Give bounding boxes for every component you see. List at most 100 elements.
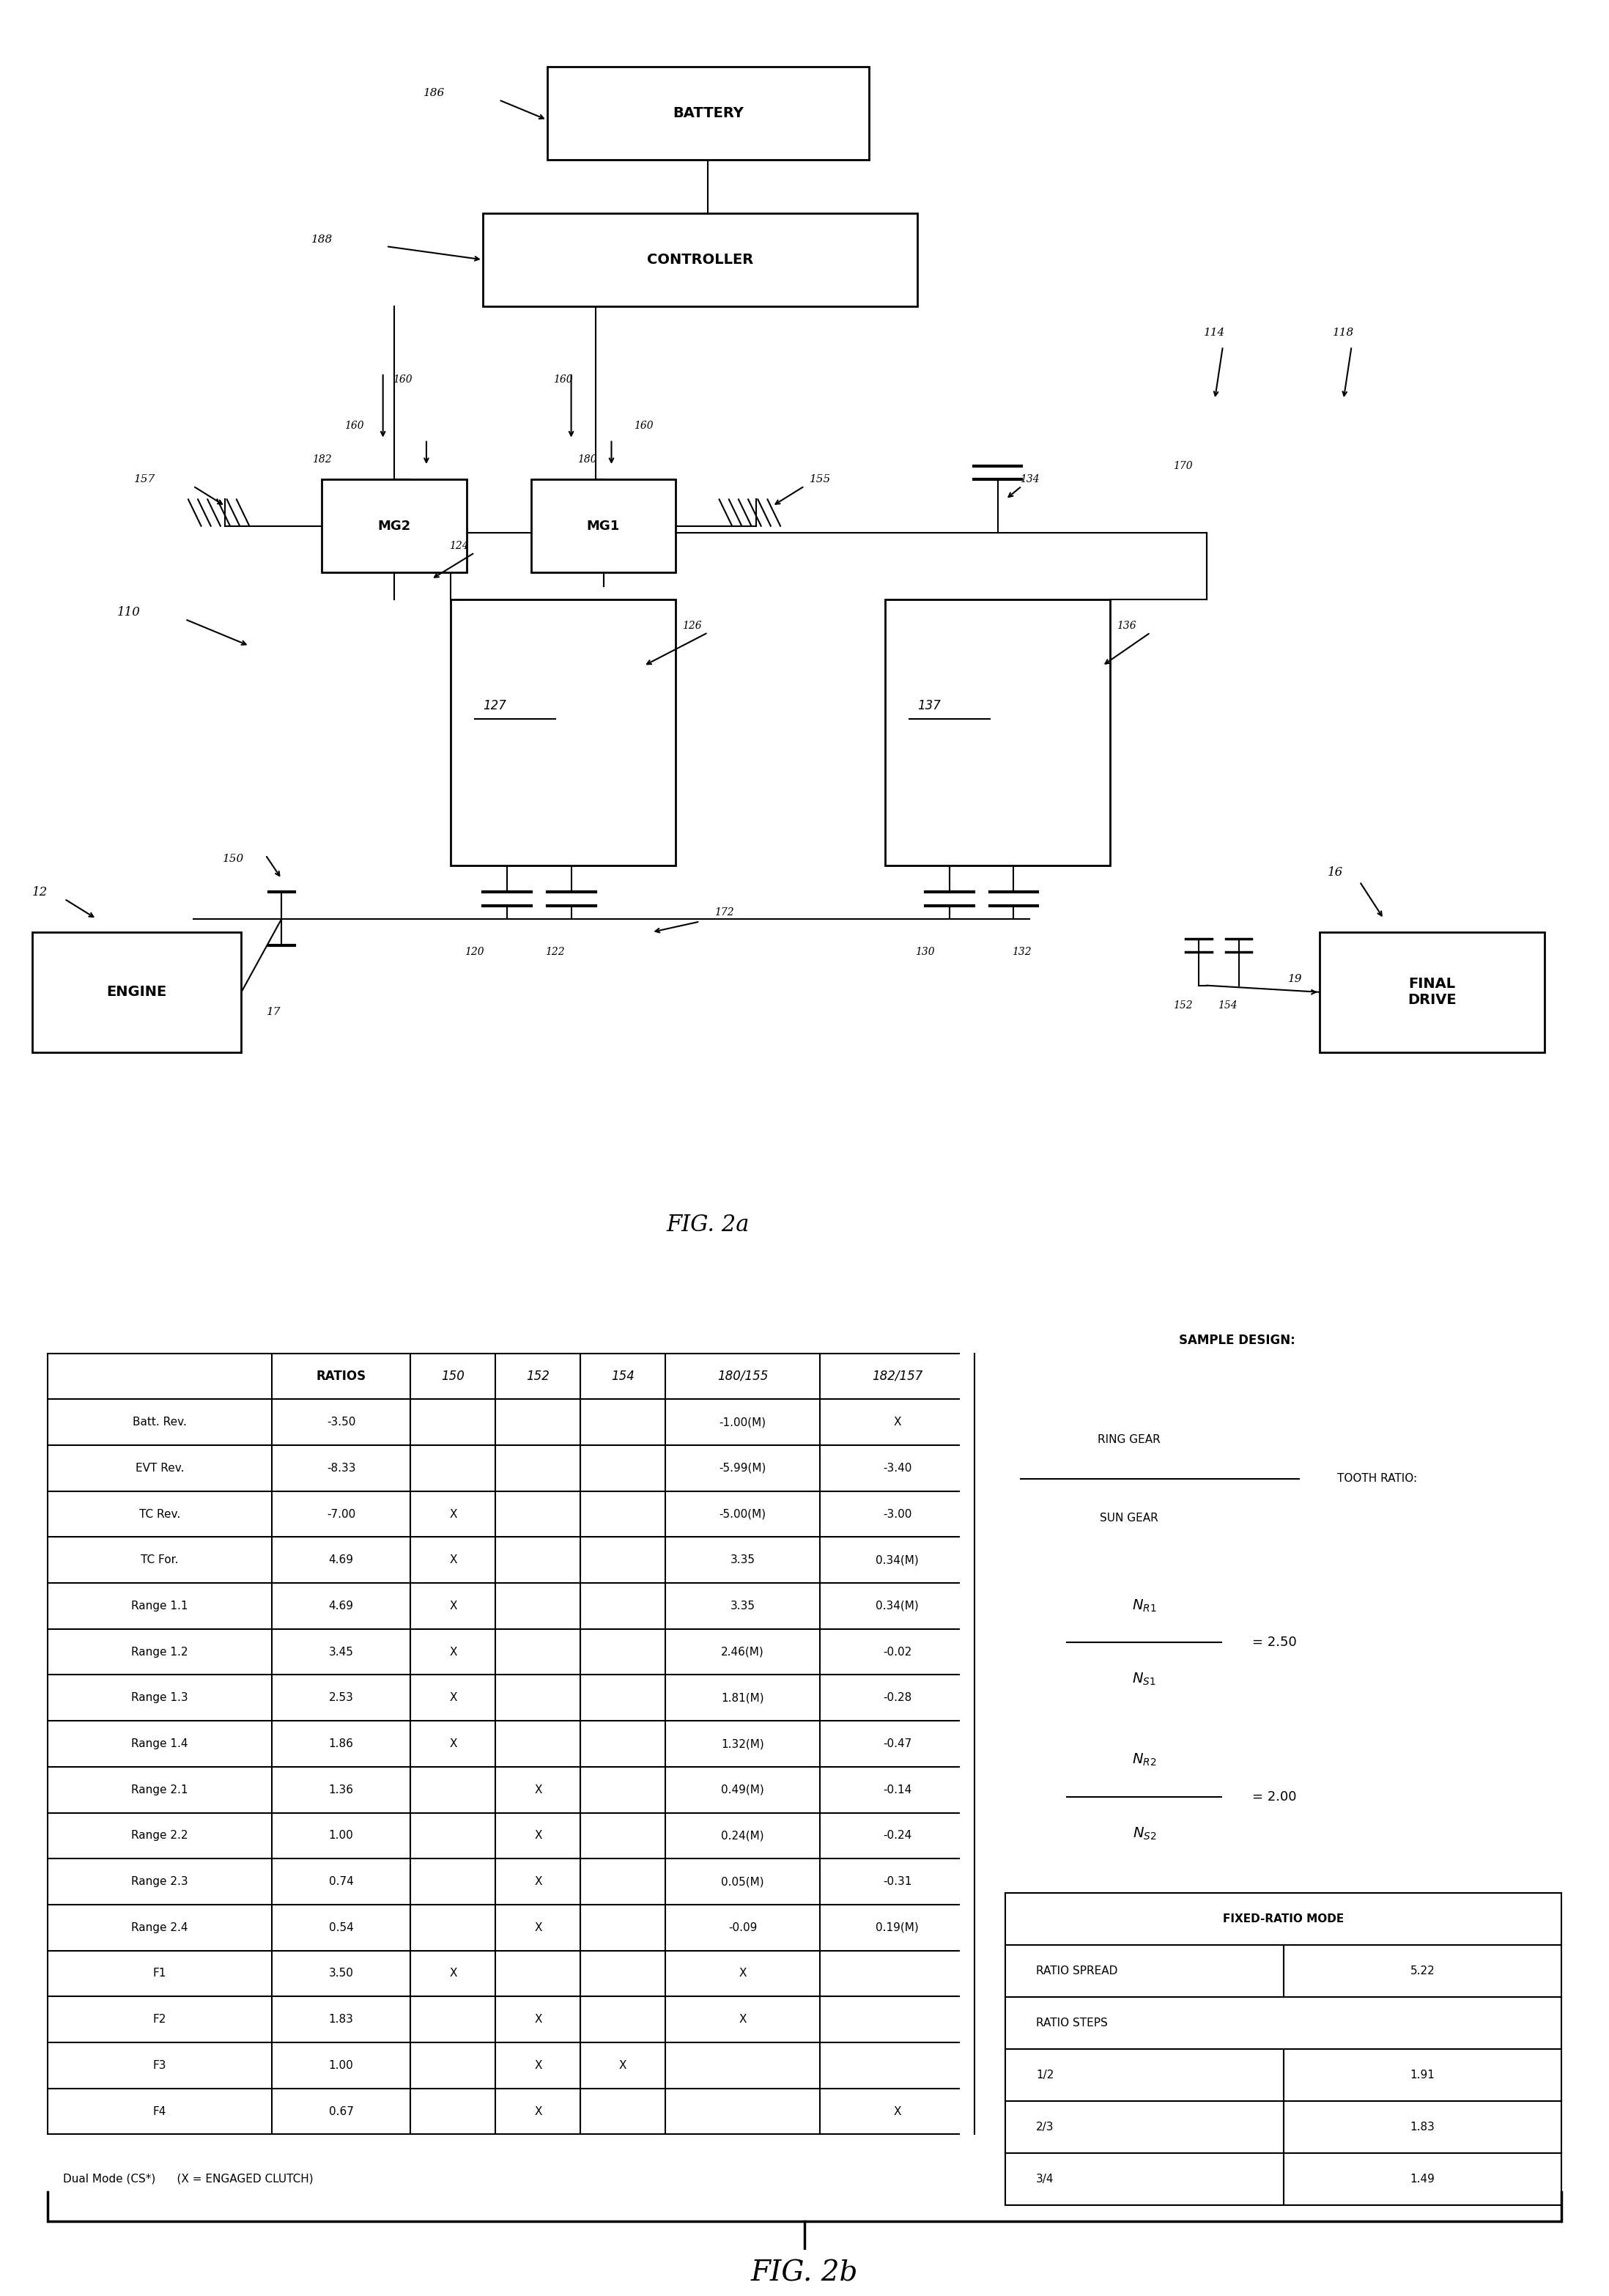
Text: 154: 154 — [1218, 1001, 1237, 1010]
Text: 1.00: 1.00 — [328, 2060, 354, 2071]
Text: CONTROLLER: CONTROLLER — [647, 253, 753, 266]
Text: -0.14: -0.14 — [883, 1784, 912, 1795]
Text: MG1: MG1 — [587, 519, 619, 533]
Text: RING GEAR: RING GEAR — [1097, 1435, 1160, 1444]
Text: 150: 150 — [441, 1371, 465, 1382]
Text: X: X — [449, 1554, 457, 1566]
Text: X: X — [534, 1922, 542, 1933]
Text: 1.91: 1.91 — [1409, 2069, 1435, 2080]
Text: EVT Rev.: EVT Rev. — [135, 1463, 183, 1474]
Text: X: X — [534, 1784, 542, 1795]
Text: F1: F1 — [153, 1968, 166, 1979]
Text: RATIO STEPS: RATIO STEPS — [1036, 2018, 1109, 2030]
Text: -8.33: -8.33 — [327, 1463, 356, 1474]
Text: 0.34(M): 0.34(M) — [875, 1600, 919, 1612]
Text: F4: F4 — [153, 2105, 166, 2117]
Text: X: X — [449, 1738, 457, 1750]
Text: X: X — [449, 1646, 457, 1658]
Text: 180/155: 180/155 — [718, 1371, 767, 1382]
Text: Range 1.3: Range 1.3 — [132, 1692, 188, 1704]
Text: Range 2.2: Range 2.2 — [132, 1830, 188, 1841]
Text: = 2.50: = 2.50 — [1252, 1637, 1297, 1649]
Text: 4.69: 4.69 — [328, 1600, 354, 1612]
Text: Range 1.4: Range 1.4 — [132, 1738, 188, 1750]
Text: 188: 188 — [311, 234, 333, 246]
Text: X: X — [893, 1417, 901, 1428]
Text: 2.53: 2.53 — [328, 1692, 354, 1704]
Text: -3.40: -3.40 — [883, 1463, 912, 1474]
Text: X: X — [534, 1830, 542, 1841]
FancyBboxPatch shape — [547, 67, 869, 161]
Text: SAMPLE DESIGN:: SAMPLE DESIGN: — [1179, 1334, 1295, 1348]
Text: 4.69: 4.69 — [328, 1554, 354, 1566]
Text: 5.22: 5.22 — [1409, 1965, 1435, 1977]
Text: 160: 160 — [393, 374, 412, 386]
Text: Range 1.2: Range 1.2 — [132, 1646, 188, 1658]
Text: -5.00(M): -5.00(M) — [719, 1508, 766, 1520]
Text: 1.36: 1.36 — [328, 1784, 354, 1795]
Text: 157: 157 — [134, 475, 156, 484]
Text: X: X — [739, 2014, 747, 2025]
Text: F3: F3 — [153, 2060, 166, 2071]
FancyBboxPatch shape — [32, 932, 241, 1052]
Text: 2/3: 2/3 — [1036, 2122, 1054, 2133]
Text: 136: 136 — [1117, 620, 1136, 631]
Text: -7.00: -7.00 — [327, 1508, 356, 1520]
Text: 1.83: 1.83 — [1409, 2122, 1435, 2133]
Text: 160: 160 — [553, 374, 573, 386]
Text: $N_{R2}$: $N_{R2}$ — [1133, 1752, 1157, 1768]
Text: 154: 154 — [611, 1371, 634, 1382]
Text: -0.24: -0.24 — [883, 1830, 912, 1841]
FancyBboxPatch shape — [483, 214, 917, 305]
Text: 12: 12 — [32, 886, 48, 898]
Text: 122: 122 — [545, 946, 565, 957]
Text: -1.00(M): -1.00(M) — [719, 1417, 766, 1428]
Text: -0.09: -0.09 — [729, 1922, 758, 1933]
FancyBboxPatch shape — [531, 480, 676, 572]
Text: 160: 160 — [634, 420, 653, 432]
Text: FIG. 2b: FIG. 2b — [751, 2259, 858, 2287]
Text: 114: 114 — [1204, 328, 1226, 338]
Text: 150: 150 — [222, 854, 245, 863]
Text: 2.46(M): 2.46(M) — [721, 1646, 764, 1658]
Text: 0.19(M): 0.19(M) — [875, 1922, 919, 1933]
Text: 182/157: 182/157 — [872, 1371, 922, 1382]
Text: -0.28: -0.28 — [883, 1692, 912, 1704]
Text: -0.31: -0.31 — [883, 1876, 912, 1887]
Text: 134: 134 — [1020, 475, 1039, 484]
Text: RATIOS: RATIOS — [315, 1371, 367, 1382]
Text: Range 1.1: Range 1.1 — [132, 1600, 188, 1612]
Text: -3.50: -3.50 — [327, 1417, 356, 1428]
Text: 172: 172 — [714, 907, 734, 918]
Text: 186: 186 — [423, 87, 446, 99]
Text: 118: 118 — [1332, 328, 1355, 338]
Text: X: X — [534, 2014, 542, 2025]
Text: 170: 170 — [1173, 461, 1192, 471]
Text: Range 2.1: Range 2.1 — [132, 1784, 188, 1795]
Text: -0.47: -0.47 — [883, 1738, 912, 1750]
FancyBboxPatch shape — [451, 599, 676, 866]
Text: RATIO SPREAD: RATIO SPREAD — [1036, 1965, 1118, 1977]
Text: Batt. Rev.: Batt. Rev. — [132, 1417, 187, 1428]
FancyBboxPatch shape — [1006, 1894, 1561, 1945]
Text: $N_{S2}$: $N_{S2}$ — [1133, 1825, 1157, 1841]
Text: 152: 152 — [526, 1371, 550, 1382]
Text: F2: F2 — [153, 2014, 166, 2025]
Text: 19: 19 — [1289, 974, 1302, 985]
Text: 0.49(M): 0.49(M) — [721, 1784, 764, 1795]
Text: X: X — [449, 1508, 457, 1520]
Text: 1.86: 1.86 — [328, 1738, 354, 1750]
Text: 3/4: 3/4 — [1036, 2174, 1054, 2183]
Text: FIXED-RATIO MODE: FIXED-RATIO MODE — [1223, 1915, 1344, 1924]
Text: 152: 152 — [1173, 1001, 1192, 1010]
Text: 1.81(M): 1.81(M) — [721, 1692, 764, 1704]
Text: FIG. 2a: FIG. 2a — [666, 1215, 750, 1238]
Text: TC Rev.: TC Rev. — [138, 1508, 180, 1520]
Text: 120: 120 — [465, 946, 484, 957]
Text: 1/2: 1/2 — [1036, 2069, 1054, 2080]
Text: 16: 16 — [1327, 866, 1344, 879]
Text: 126: 126 — [682, 620, 702, 631]
Text: 3.35: 3.35 — [730, 1554, 755, 1566]
Text: 0.05(M): 0.05(M) — [721, 1876, 764, 1887]
Text: 180: 180 — [578, 455, 597, 464]
